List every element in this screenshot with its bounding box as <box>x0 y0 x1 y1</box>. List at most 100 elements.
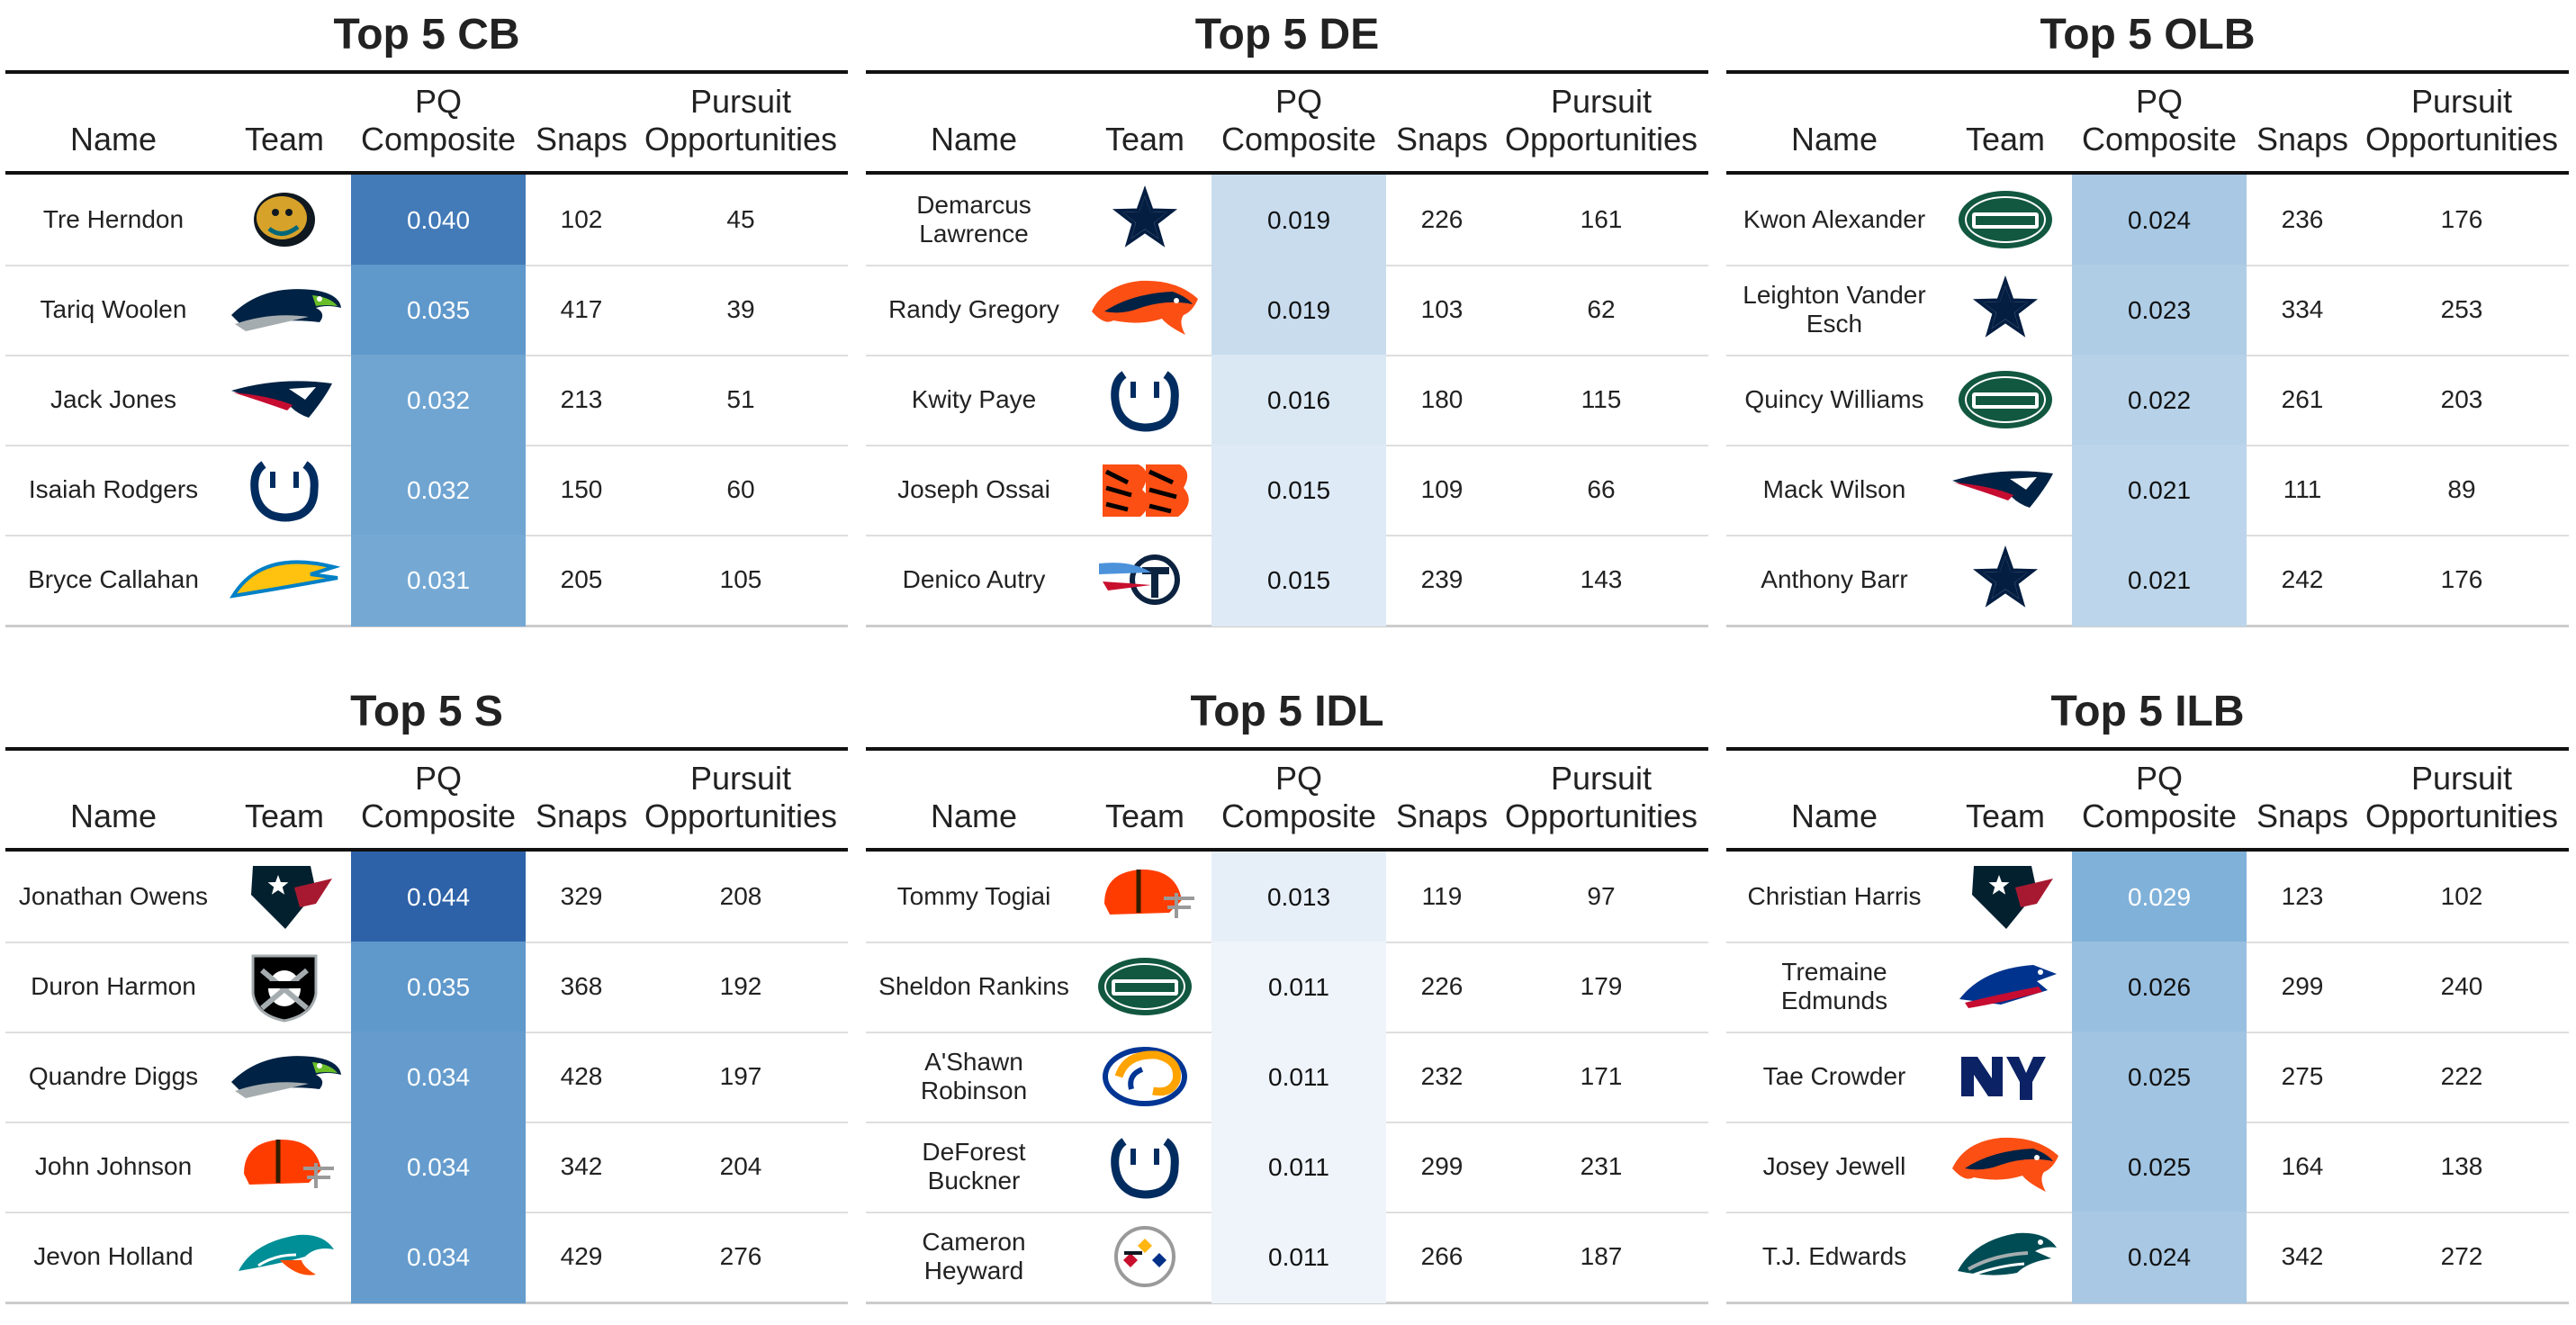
pursuit-cell: 176 <box>2440 205 2483 233</box>
title-rule <box>866 747 1708 751</box>
column-header: Pursuit Opportunities <box>1504 83 1698 158</box>
broncos-logo <box>1092 280 1198 335</box>
header-rule <box>1726 171 2569 175</box>
column-header: Name <box>69 798 158 834</box>
player-name: Joseph Ossai <box>897 475 1050 503</box>
pursuit-cell: 89 <box>2447 475 2476 503</box>
pursuit-cell: 197 <box>719 1062 762 1090</box>
seahawks-logo <box>231 1056 341 1098</box>
player-name: Jevon Holland <box>33 1242 194 1270</box>
team-cell <box>221 1212 347 1302</box>
pursuit-cell: 187 <box>1580 1242 1623 1270</box>
snaps-cell: 226 <box>1420 972 1464 1000</box>
pq-composite-cell: 0.015 <box>1211 445 1386 536</box>
pq-composite-cell: 0.023 <box>2072 265 2247 356</box>
position-table: Top 5 ILB Name Team PQ Composite Snaps Pursuit… <box>1726 677 2569 1305</box>
table-row: Christian Harris 0.029 123 102 <box>1726 852 2569 943</box>
team-cell <box>221 445 347 535</box>
pursuit-cell: 62 <box>1587 295 1616 323</box>
snaps-cell: 111 <box>2283 475 2322 503</box>
table-row: DeForest Buckner 0.011 299 231 <box>866 1122 1708 1213</box>
team-cell <box>1082 535 1208 625</box>
seahawks-logo <box>231 289 341 331</box>
cowboys-logo <box>1112 185 1178 248</box>
team-cell <box>1082 265 1208 355</box>
column-header: Snaps <box>1395 121 1489 158</box>
pq-composite-cell: 0.035 <box>351 265 526 356</box>
pq-composite-cell: 0.013 <box>1211 852 1386 943</box>
snaps-cell: 242 <box>2281 565 2324 593</box>
pq-composite-cell: 0.011 <box>1211 1212 1386 1303</box>
team-cell <box>1082 1212 1208 1302</box>
pursuit-cell: 179 <box>1580 972 1623 1000</box>
player-name: Tae Crowder <box>1762 1062 1906 1090</box>
table-row: Kwity Paye 0.016 180 115 <box>866 355 1708 446</box>
team-cell <box>1942 445 2068 535</box>
pursuit-cell: 66 <box>1587 475 1616 503</box>
player-name: Duron Harmon <box>31 972 196 1000</box>
snaps-cell: 232 <box>1420 1062 1464 1090</box>
team-cell <box>221 1032 347 1122</box>
dolphins-logo <box>239 1234 334 1275</box>
snaps-cell: 342 <box>560 1152 603 1180</box>
pq-composite-cell: 0.016 <box>1211 355 1386 446</box>
colts-logo <box>1111 371 1179 432</box>
pursuit-cell: 231 <box>1580 1152 1623 1180</box>
pq-composite-cell: 0.024 <box>2072 1212 2247 1303</box>
player-name: Quandre Diggs <box>28 1062 199 1090</box>
player-name: Tremaine Edmunds <box>1780 958 1888 1014</box>
table-row: Isaiah Rodgers 0.032 150 60 <box>5 445 848 536</box>
pq-composite-cell: 0.022 <box>2072 355 2247 446</box>
team-cell <box>221 355 347 445</box>
pursuit-cell: 45 <box>726 205 755 233</box>
column-header: Name <box>930 798 1018 834</box>
table-row: Anthony Barr 0.021 242 176 <box>1726 535 2569 627</box>
pursuit-cell: 240 <box>2440 972 2483 1000</box>
pq-composite-cell: 0.040 <box>351 175 526 266</box>
table-row: Demarcus Lawrence 0.019 226 161 <box>866 175 1708 266</box>
title-rule <box>866 70 1708 74</box>
table-row: A'Shawn Robinson 0.011 232 171 <box>866 1032 1708 1123</box>
snaps-cell: 119 <box>1421 882 1463 910</box>
player-name: Tre Herndon <box>42 205 185 233</box>
table-title: Top 5 ILB <box>2050 688 2245 735</box>
table-row: Bryce Callahan 0.031 205 105 <box>5 535 848 627</box>
player-name: Tariq Woolen <box>40 295 187 323</box>
snaps-cell: 102 <box>560 205 603 233</box>
snaps-cell: 239 <box>1420 565 1464 593</box>
team-cell <box>1942 852 2068 942</box>
header-rule <box>866 171 1708 175</box>
team-cell <box>1082 355 1208 445</box>
rams-logo <box>1103 1047 1187 1106</box>
pq-composite-cell: 0.035 <box>351 942 526 1033</box>
player-name: Tommy Togiai <box>896 882 1051 910</box>
table-row: Duron Harmon 0.035 368 192 <box>5 942 848 1033</box>
snaps-cell: 417 <box>560 295 603 323</box>
player-name: Denico Autry <box>902 565 1046 593</box>
table-row: Jevon Holland 0.034 429 276 <box>5 1212 848 1304</box>
player-name: Jonathan Owens <box>18 882 209 910</box>
jets-logo <box>1959 371 2052 428</box>
column-header: Team <box>1104 798 1185 834</box>
snaps-cell: 275 <box>2281 1062 2324 1090</box>
title-rule <box>1726 70 2569 74</box>
team-cell <box>1942 355 2068 445</box>
snaps-cell: 429 <box>560 1242 603 1270</box>
column-header: Name <box>69 121 158 158</box>
snaps-cell: 226 <box>1420 205 1464 233</box>
pursuit-cell: 222 <box>2440 1062 2483 1090</box>
snaps-cell: 164 <box>2281 1152 2324 1180</box>
header-rule <box>866 848 1708 852</box>
player-name: Christian Harris <box>1747 882 1922 910</box>
snaps-cell: 236 <box>2281 205 2324 233</box>
jaguars-logo <box>254 193 315 247</box>
column-header: PQ Composite <box>360 83 517 158</box>
pursuit-cell: 204 <box>719 1152 762 1180</box>
team-cell <box>1082 852 1208 942</box>
table-row: Cameron Heyward 0.011 266 187 <box>866 1212 1708 1304</box>
table-header: Name Team PQ Composite Snaps Pursuit Opportuni… <box>1726 76 2569 171</box>
raiders-logo <box>251 954 318 1023</box>
pursuit-cell: 208 <box>719 882 762 910</box>
steelers-logo <box>1114 1226 1175 1287</box>
table-title: Top 5 OLB <box>2040 11 2256 59</box>
